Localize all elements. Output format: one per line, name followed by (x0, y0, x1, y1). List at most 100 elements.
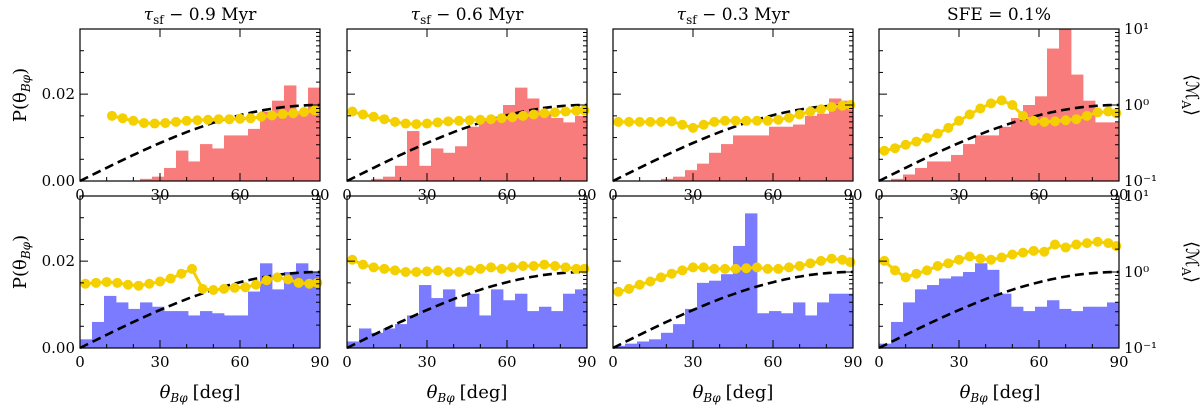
panel-bottom-2: 0 30 60 90 (342, 195, 635, 371)
panel-bottom-1-mach-point-10 (187, 263, 197, 274)
panel-bottom-4-bar-15 (1059, 308, 1072, 348)
panel-top-3-bar-6 (685, 170, 698, 181)
panel-top-4-mach-point-21 (1103, 106, 1114, 117)
panel-bottom-4-mach-point-3 (911, 268, 922, 279)
panel-bottom-1-bar-14 (248, 291, 261, 348)
panel-bottom-3-bar-17 (817, 302, 830, 348)
panel-top-1-mach-point-10 (213, 114, 224, 125)
panel-top-2-bar-6 (419, 165, 432, 181)
panel-top-4-xtick-label-30: 30 (949, 186, 968, 204)
panel-bottom-1-xtick-label-90: 90 (310, 353, 329, 371)
panel-top-1-bar-23 (356, 70, 368, 181)
panel-top-3-mach-point-19 (816, 104, 826, 115)
panel-top-2-mach-point-16 (518, 110, 528, 121)
panel-bottom-4-bar-4 (927, 285, 940, 348)
panel-bottom-3-mach-point-3 (645, 276, 656, 287)
panel-top-4-mach-point-1 (890, 143, 900, 154)
panel-top-4-bar-4 (927, 161, 940, 181)
panel-top-4-mach-point-9 (975, 103, 986, 114)
panel-bottom-2-mach-point-7 (422, 266, 432, 277)
panel-top-2-mach-point-22 (579, 105, 590, 116)
panel-bottom-1-bar-8 (176, 311, 189, 348)
panel-top-3-xtick-label-30: 30 (683, 186, 702, 204)
panel-bottom-2-bar-4 (395, 324, 408, 348)
panel-bottom-1-bar-20 (320, 279, 332, 348)
panel-bottom-2-random-curve (346, 270, 587, 350)
panel-bottom-1-bar-4 (128, 308, 141, 348)
panel-top-2-bar-7 (431, 148, 444, 181)
panel-bottom-3-xtick-label-0: 0 (608, 353, 618, 371)
panel-top-1-mach-point-1 (117, 113, 128, 124)
panel-top-2-mach-point-19 (550, 107, 560, 118)
panel-top-2-mach-point-17 (528, 109, 539, 120)
panel-bottom-1-mach-point-1 (91, 277, 101, 288)
panel-bottom-4-mach-point-13 (1018, 247, 1028, 258)
panel-bottom-4-bar-11 (1011, 306, 1024, 348)
panel-top-4-mach-point-16 (1050, 116, 1060, 127)
panel-bottom-2-mach-point-2 (368, 262, 379, 273)
panel-top-4-y2tick-label-1: 10⁰ (1124, 96, 1149, 114)
panel-top-3-bar-14 (781, 126, 794, 181)
panel-bottom-3-mach-point-9 (709, 263, 720, 274)
panel-top-1-mach-point-19 (309, 105, 320, 116)
panel-top-1-bar-8 (176, 150, 189, 181)
panel-top-1-mach-point-17 (288, 108, 299, 119)
panel-top-3-mach-point-6 (677, 119, 688, 130)
panel-top-3-mach-point-12 (741, 115, 752, 126)
panel-bottom-2-bar-23 (623, 272, 635, 348)
panel-top-2-bar-15 (527, 98, 540, 181)
panel-top-4-bar-23 (1155, 109, 1167, 181)
panel-top-3-xtick-label-60: 60 (763, 186, 782, 204)
panel-bottom-4-mach-point-20 (1092, 236, 1103, 247)
panel-bottom-2-bar-21 (599, 272, 611, 348)
panel-top-1-random-curve (79, 103, 320, 183)
panel-top-4-mach-point-5 (932, 128, 943, 139)
panel-top-1-mach-point-3 (139, 117, 149, 128)
panel-top-2-random-curve (346, 103, 587, 183)
panel-top-1-bar-20 (320, 88, 332, 181)
panel-top-4-bar-9 (987, 135, 1000, 181)
panel-top-4-histogram (891, 29, 1167, 181)
panel-bottom-1: 0 30 60 90 0.00 0.02 (42, 195, 344, 371)
panel-top-4-title: SFE = 0.1% (947, 5, 1051, 25)
panel-bottom-4-mach-point-19 (1082, 238, 1092, 249)
panel-bottom-2-bar-18 (563, 293, 576, 348)
panel-top-2-mach-point-10 (454, 115, 464, 126)
panel-top-4-bar-15 (1059, 29, 1072, 181)
panel-top-3-histogram (661, 98, 853, 181)
panel-top-4-mach-point-8 (964, 109, 975, 120)
panel-bottom-3-bar-11 (745, 213, 758, 348)
panel-bottom-3-mach-point-15 (773, 263, 784, 274)
y-label-left-bottom: P(θBφ) (10, 235, 33, 289)
panel-top-2-mach-point-6 (411, 119, 422, 130)
panel-bottom-1-mach-point-14 (229, 282, 240, 293)
panel-top-4-mach-point-12 (1007, 100, 1018, 110)
panel-bottom-3: 0 30 60 90 (608, 195, 863, 371)
panel-bottom-2-xtick-label-90: 90 (577, 353, 596, 371)
panel-top-2-mach-point-4 (390, 116, 400, 127)
panel-bottom-1-mach-point-17 (261, 275, 272, 286)
panel-bottom-2-bar-14 (515, 293, 528, 348)
panel-bottom-1-bar-17 (284, 272, 297, 348)
panel-bottom-4-xtick-label-90: 90 (1109, 353, 1128, 371)
panel-bottom-1-mach-point-16 (251, 279, 261, 290)
panel-bottom-3-mach-point-14 (762, 263, 773, 274)
panel-bottom-4-y2tick-label-0: 10¹ (1124, 187, 1149, 205)
panel-top-2-mach-point-18 (539, 108, 550, 119)
panel-top-2-xtick-label-90: 90 (577, 186, 596, 204)
panel-bottom-1-bar-21 (332, 294, 344, 348)
panel-bottom-1-mach-point-11 (197, 283, 208, 294)
panel-bottom-2-xtick-label-0: 0 (342, 353, 352, 371)
panel-bottom-1-bar-13 (236, 315, 249, 348)
panel-bottom-4-bar-7 (963, 272, 976, 348)
panel-bottom-2-mach-point-3 (379, 263, 390, 274)
panel-bottom-3-mach-point-21 (837, 254, 848, 265)
panel-top-2-bar-10 (467, 126, 480, 181)
panel-top-1-histogram (140, 70, 368, 181)
panel-top-1-bar-22 (344, 77, 356, 181)
panel-top-1-bar-9 (188, 161, 201, 181)
panel-bottom-2-mach-point-14 (496, 263, 507, 274)
panel-top-2-bar-20 (587, 105, 599, 181)
